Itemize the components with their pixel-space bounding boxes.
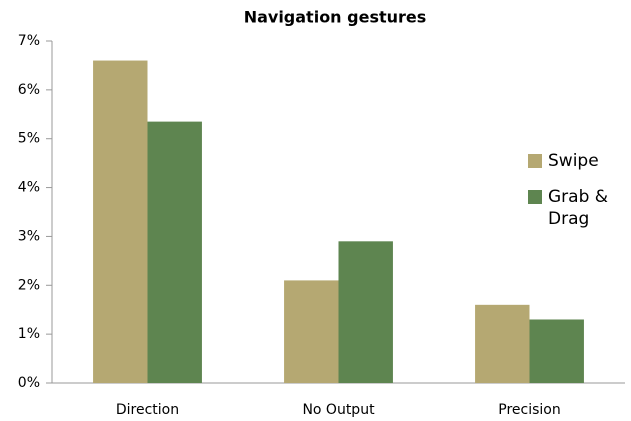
legend-swatch (528, 154, 542, 168)
legend-item: Swipe (528, 150, 618, 172)
y-tick-label: 7% (18, 33, 40, 49)
y-tick-label: 3% (18, 228, 40, 244)
y-tick-label: 0% (18, 375, 40, 391)
legend-label: Swipe (548, 151, 599, 171)
chart-title: Navigation gestures (244, 8, 427, 27)
bar (475, 304, 530, 383)
y-tick-label: 6% (18, 82, 40, 98)
x-tick-label: Precision (498, 402, 560, 418)
legend-label: Grab & Drag (548, 187, 609, 229)
x-tick-label: No Output (302, 402, 375, 418)
bar (529, 319, 584, 383)
y-tick-label: 4% (18, 180, 40, 196)
legend-swatch (528, 190, 542, 204)
bar (338, 241, 393, 383)
y-tick-label: 5% (18, 131, 40, 147)
bar (284, 280, 339, 383)
legend-item: Grab & Drag (528, 186, 618, 230)
x-tick-label: Direction (116, 402, 179, 418)
y-tick-label: 1% (18, 326, 40, 342)
y-tick-label: 2% (18, 277, 40, 293)
bar (93, 60, 148, 384)
bar (147, 121, 202, 383)
